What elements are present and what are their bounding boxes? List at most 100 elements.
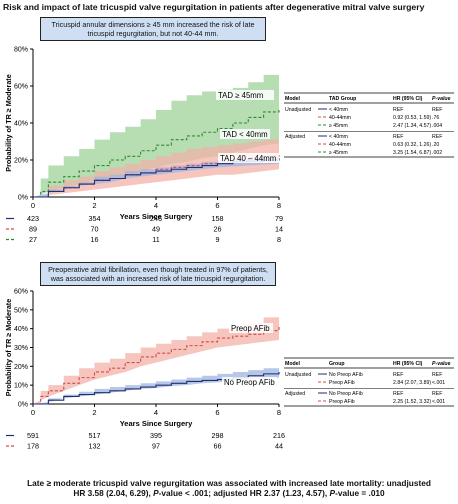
hr-table-hr: 2.84 (2.07, 3.89): [393, 380, 431, 386]
risk-count: 44: [275, 442, 283, 451]
hr-table-group: Preop AFib: [329, 380, 355, 386]
footer-hr-adjusted: -value < .001; adjusted HR 2.37 (1.23, 4…: [158, 488, 330, 498]
hr-table-hr: 0.92 (0.53, 1.59): [393, 115, 431, 121]
x-tick-label: 0: [31, 408, 35, 417]
footer-p-label-1: P: [153, 488, 159, 498]
hr-table-p: <.001: [432, 380, 445, 386]
series-label: TAD < 40mm: [222, 130, 268, 139]
series-label-bg: [216, 90, 274, 100]
x-axis-label: Years Since Surgery: [120, 212, 193, 221]
series-label-bg: [220, 129, 270, 139]
y-tick-label: 50%: [14, 307, 28, 314]
x-tick-label: 4: [154, 201, 158, 210]
hr-table-hr: REF: [393, 107, 403, 113]
risk-count: 395: [150, 431, 162, 440]
hr-table-hr: 2.47 (1.34, 4.57): [393, 123, 431, 129]
hr-table-header: Model: [285, 361, 301, 367]
risk-count: 66: [214, 442, 222, 451]
y-tick-label: 0%: [18, 195, 28, 202]
x-tick-label: 2: [92, 201, 96, 210]
risk-count: 16: [91, 235, 99, 244]
hr-table-header: TAD Group: [329, 96, 356, 102]
hr-table-p: .002: [432, 150, 442, 156]
hr-table-group: Preop AFib: [329, 399, 355, 405]
risk-count: 132: [89, 442, 101, 451]
y-axis-label: Probability of TR ≥ Moderate: [4, 74, 13, 171]
hr-table-hr: REF: [393, 134, 403, 140]
y-tick-label: 0%: [18, 402, 28, 409]
hr-table-hr: 2.25 (1.52, 3.32): [393, 399, 431, 405]
series-line-preop-afib: [33, 326, 280, 405]
series-label-bg: [229, 323, 273, 333]
risk-count: 14: [275, 225, 283, 234]
hr-table-header: Model: [285, 96, 301, 102]
footer-line-2: HR 3.58 (2.04, 6.29), P-value < .001; ad…: [0, 488, 458, 498]
figure-title: Risk and impact of late tricuspid valve …: [3, 2, 425, 12]
hr-table-hr: REF: [393, 372, 403, 378]
hr-table-group: ≥ 45mm: [329, 123, 348, 129]
hr-table-header: Group: [329, 361, 345, 367]
banner-1-line-2: tricuspid regurgitation, but not 40-44 m…: [87, 29, 219, 38]
banner-2: Preoperative atrial fibrillation, even t…: [40, 262, 276, 286]
y-tick-label: 40%: [14, 121, 28, 128]
risk-count: 9: [216, 235, 220, 244]
risk-count: 246: [150, 214, 162, 223]
hr-table-model: Unadjusted: [285, 372, 311, 378]
hr-table-group: ≥ 45mm: [329, 150, 348, 156]
x-axis-label: Years Since Surgery: [120, 419, 193, 428]
hr-table-header: P-value: [432, 96, 451, 102]
series-label: TAD ≥ 45mm: [218, 91, 263, 100]
x-tick-label: 2: [92, 408, 96, 417]
series-label-bg: [222, 377, 277, 387]
risk-count: 79: [275, 214, 283, 223]
series-label-bg: [218, 153, 279, 163]
hr-table-p: .20: [432, 142, 439, 148]
risk-count: 423: [27, 214, 39, 223]
hr-table-group: < 40mm: [329, 107, 348, 113]
y-tick-label: 80%: [14, 47, 28, 54]
y-tick-label: 60%: [14, 84, 28, 91]
hr-table-model: Adjusted: [285, 134, 305, 140]
y-tick-label: 30%: [14, 345, 28, 352]
series-label: Preop AFib: [231, 324, 270, 333]
hr-table-p: .004: [432, 123, 442, 129]
risk-count: 89: [29, 225, 37, 234]
hr-table-p: <.001: [432, 399, 445, 405]
risk-count: 70: [91, 225, 99, 234]
y-axis-label: Probability of TR ≥ Moderate: [4, 299, 13, 396]
footer: Late ≥ moderate tricuspid valve regurgit…: [0, 478, 458, 498]
y-tick-label: 20%: [14, 364, 28, 371]
banner-2-line-2: was associated with an increased risk of…: [50, 274, 266, 283]
hr-table-p: REF: [432, 372, 442, 378]
banner-2-line-1: Preoperative atrial fibrillation, even t…: [48, 265, 268, 274]
hr-table-model: Unadjusted: [285, 107, 311, 113]
footer-p-label-2: P: [329, 488, 336, 498]
banner-1: Tricuspid annular dimensions ≥ 45 mm inc…: [40, 17, 266, 41]
y-tick-label: 40%: [14, 326, 28, 333]
risk-count: 158: [212, 214, 224, 223]
hr-table-p: .76: [432, 115, 439, 121]
hr-table-group: < 40mm: [329, 134, 348, 140]
y-tick-label: 10%: [14, 383, 28, 390]
hr-table-group: No Preop AFib: [329, 391, 363, 397]
hr-table-hr: REF: [393, 391, 403, 397]
footer-hr-unadjusted: HR 3.58 (2.04, 6.29),: [73, 488, 154, 498]
footer-p-end: -value = .010: [335, 488, 385, 498]
hr-table-p: REF: [432, 134, 442, 140]
hr-table-p: REF: [432, 391, 442, 397]
hr-table-hr: 0.63 (0.32, 1.26): [393, 142, 431, 148]
y-tick-label: 60%: [14, 289, 28, 296]
risk-count: 178: [27, 442, 39, 451]
risk-count: 517: [89, 431, 101, 440]
x-tick-label: 6: [215, 408, 219, 417]
hr-table-header: HR (95% CI): [393, 361, 423, 367]
series-label: TAD 40 – 44mm: [220, 154, 276, 163]
footer-line-1: Late ≥ moderate tricuspid valve regurgit…: [27, 478, 431, 488]
risk-count: 27: [29, 235, 37, 244]
hr-table-group: No Preop AFib: [329, 372, 363, 378]
hr-table-group: 40-44mm: [329, 115, 351, 121]
hr-table-hr: 3.25 (1.54, 6.87): [393, 150, 431, 156]
risk-count: 298: [212, 431, 224, 440]
